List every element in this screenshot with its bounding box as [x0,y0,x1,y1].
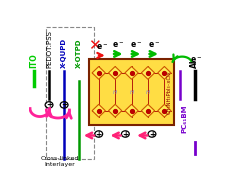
Text: PEDOT:PSS: PEDOT:PSS [46,30,52,68]
Text: +: + [61,100,67,109]
Text: $\mathit{H}$: $\mathit{H}$ [112,88,118,96]
Text: ITO: ITO [30,53,38,68]
Text: e$^-$: e$^-$ [190,55,202,65]
Text: $\mathit{H}$: $\mathit{H}$ [145,88,151,96]
Text: e$^-$: e$^-$ [148,41,160,50]
Polygon shape [125,104,138,117]
Text: CH₃NH₃PbI₃₋xClx: CH₃NH₃PbI₃₋xClx [167,71,172,114]
Polygon shape [92,67,105,79]
Text: $\mathit{H}$: $\mathit{H}$ [128,88,135,96]
Text: +: + [149,129,155,139]
Polygon shape [125,67,138,79]
Polygon shape [141,67,155,79]
Text: e$^-$: e$^-$ [130,41,142,50]
Text: Al: Al [190,59,199,68]
Polygon shape [92,104,105,117]
Polygon shape [141,104,155,117]
Polygon shape [109,104,122,117]
Polygon shape [109,67,122,79]
Text: X-QUPD: X-QUPD [61,38,67,68]
Text: PC₆₁BM: PC₆₁BM [181,104,187,133]
Text: e$^-$: e$^-$ [112,41,124,50]
Polygon shape [158,67,171,79]
Text: +: + [95,129,102,139]
Bar [89,59,174,125]
Text: +: + [122,129,128,139]
Bar [46,27,94,160]
Polygon shape [158,104,171,117]
Text: ✕: ✕ [88,38,101,53]
Text: e$^-$: e$^-$ [96,42,108,52]
Text: Cross-linked
Interlayer: Cross-linked Interlayer [41,156,79,167]
Text: +: + [46,100,52,109]
Text: X-OTPD: X-OTPD [76,38,82,68]
